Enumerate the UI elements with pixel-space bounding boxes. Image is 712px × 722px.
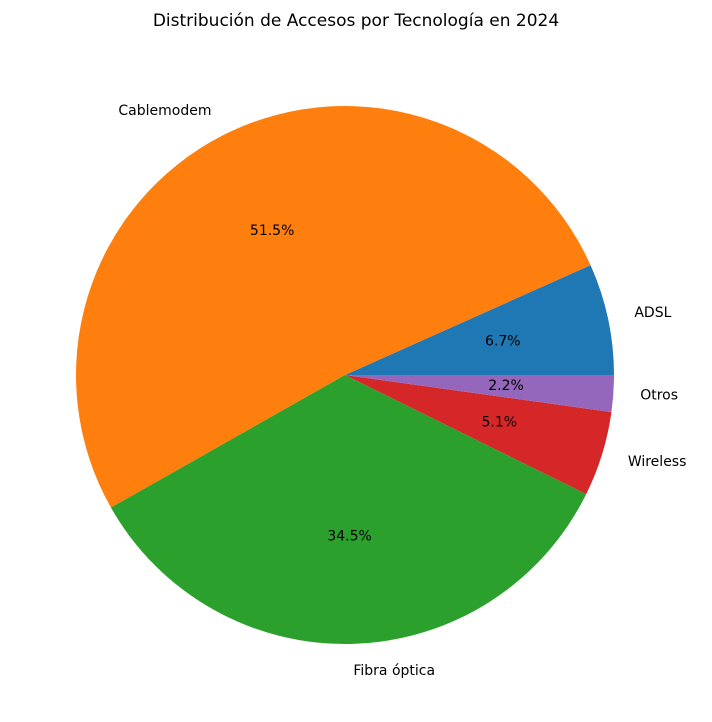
pie-labels: ADSL 6.7% Cablemodem 51.5% Fibra óptica 34.5%… (118, 103, 686, 679)
chart-title: Distribución de Accesos por Tecnología e… (153, 11, 559, 31)
pie-slice-wireless (345, 375, 612, 495)
slice-percent-label: 2.2% (488, 378, 524, 394)
slice-label: Fibra óptica (353, 663, 435, 679)
pie-slices (76, 106, 614, 644)
slice-label: Wireless (628, 454, 687, 470)
slice-label: Otros (640, 387, 678, 403)
slice-label: ADSL (634, 305, 671, 321)
slice-label: Cablemodem (118, 103, 211, 119)
slice-percent-label: 5.1% (481, 414, 517, 430)
pie-slice-fibra-ptica (110, 375, 587, 644)
slice-percent-label: 34.5% (327, 528, 371, 544)
slice-percent-label: 6.7% (485, 333, 521, 349)
slice-percent-label: 51.5% (250, 223, 294, 239)
pie-slice-cablemodem (76, 106, 591, 508)
pie-slice-otros (345, 375, 614, 413)
pie-slice-adsl (345, 265, 614, 375)
